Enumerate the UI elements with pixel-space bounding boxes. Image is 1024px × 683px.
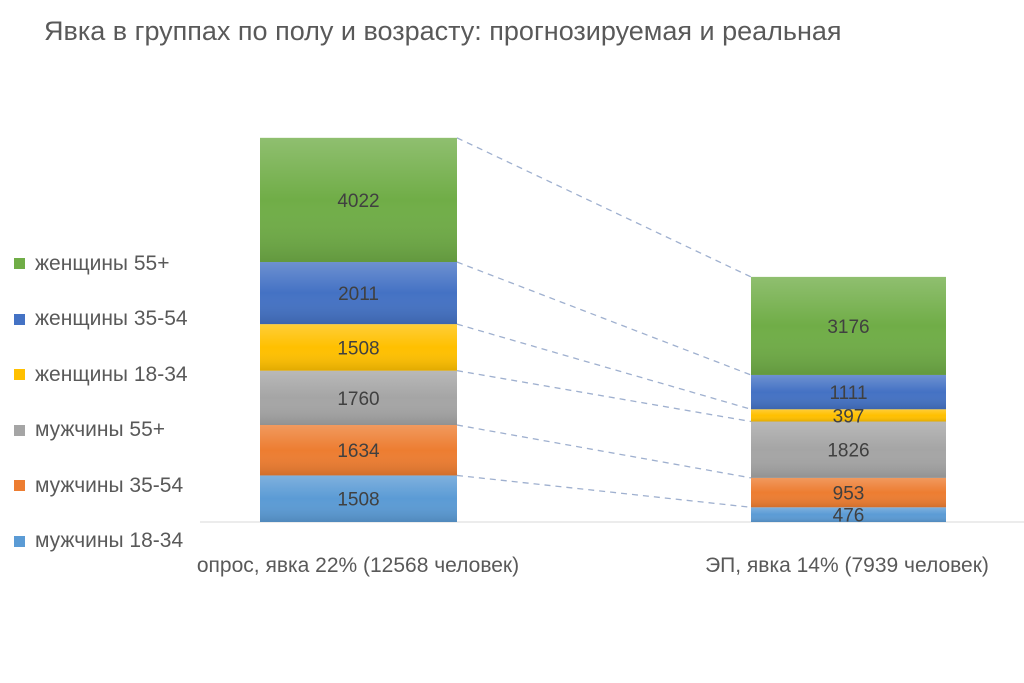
connector-line	[456, 424, 752, 479]
data-label: 1508	[337, 490, 379, 511]
legend-label: мужчины 55+	[35, 418, 166, 442]
legend-item-мужчины-35-54: мужчины 35-54	[14, 458, 188, 514]
data-label: 1111	[829, 383, 867, 404]
data-label: 476	[833, 506, 865, 527]
connector-lines	[456, 137, 752, 508]
legend-item-мужчины-55plus: мужчины 55+	[14, 403, 188, 459]
category-label: ЭП, явка 14% (7939 человек)	[705, 554, 989, 577]
legend-swatch	[14, 369, 25, 381]
bar-segment-shade	[751, 409, 946, 422]
legend-item-женщины-35-54: женщины 35-54	[14, 292, 188, 348]
bar-segment-shade	[751, 477, 946, 508]
legend-label: женщины 55+	[35, 251, 170, 275]
bar-segment-shade	[751, 507, 946, 522]
legend-swatch	[14, 535, 25, 547]
bar-segment-shade	[751, 374, 946, 410]
chart-title: Явка в группах по полу и возрасту: прогн…	[44, 16, 842, 46]
stacked-bars	[260, 137, 946, 522]
legend-item-женщины-18-34: женщины 18-34	[14, 347, 188, 403]
bar-segment-shade	[260, 370, 457, 425]
bar-segment-shade	[260, 137, 457, 263]
legend-label: мужчины 18-34	[35, 529, 184, 553]
data-label: 397	[833, 406, 865, 427]
connector-line	[456, 261, 752, 376]
data-label: 1508	[337, 338, 379, 359]
legend-item-женщины-55plus: женщины 55+	[14, 236, 188, 292]
legend-swatch	[14, 258, 25, 270]
data-label: 1826	[827, 441, 869, 462]
category-label: опрос, явка 22% (12568 человек)	[197, 554, 519, 577]
legend-label: мужчины 35-54	[35, 473, 184, 497]
bar-segment-shade	[260, 262, 457, 325]
connector-line	[456, 323, 752, 410]
legend-swatch	[14, 424, 25, 436]
bar-segment-shade	[260, 324, 457, 371]
legend-item-мужчины-18-34: мужчины 18-34	[14, 514, 188, 570]
bar-segment-shade	[260, 425, 457, 476]
data-label: 1760	[337, 389, 379, 410]
legend-swatch	[14, 480, 25, 492]
data-label: 2011	[338, 284, 379, 305]
bar-segment-shade	[751, 421, 946, 478]
data-label: 1634	[337, 441, 380, 462]
legend-label: женщины 35-54	[35, 307, 188, 331]
data-label: 953	[833, 484, 865, 505]
legend: женщины 55+ женщины 35-54 женщины 18-34 муж…	[14, 236, 188, 569]
connector-line	[456, 370, 752, 423]
data-label: 3176	[827, 317, 869, 338]
connector-line	[456, 137, 752, 278]
legend-label: женщины 18-34	[35, 362, 188, 386]
legend-swatch	[14, 313, 25, 325]
bar-segment-shade	[260, 475, 457, 522]
bar-segment-shade	[751, 276, 946, 375]
connector-line	[456, 474, 752, 508]
data-label: 4022	[337, 191, 379, 212]
category-labels: опрос, явка 22% (12568 человек) ЭП, явка …	[197, 554, 989, 577]
